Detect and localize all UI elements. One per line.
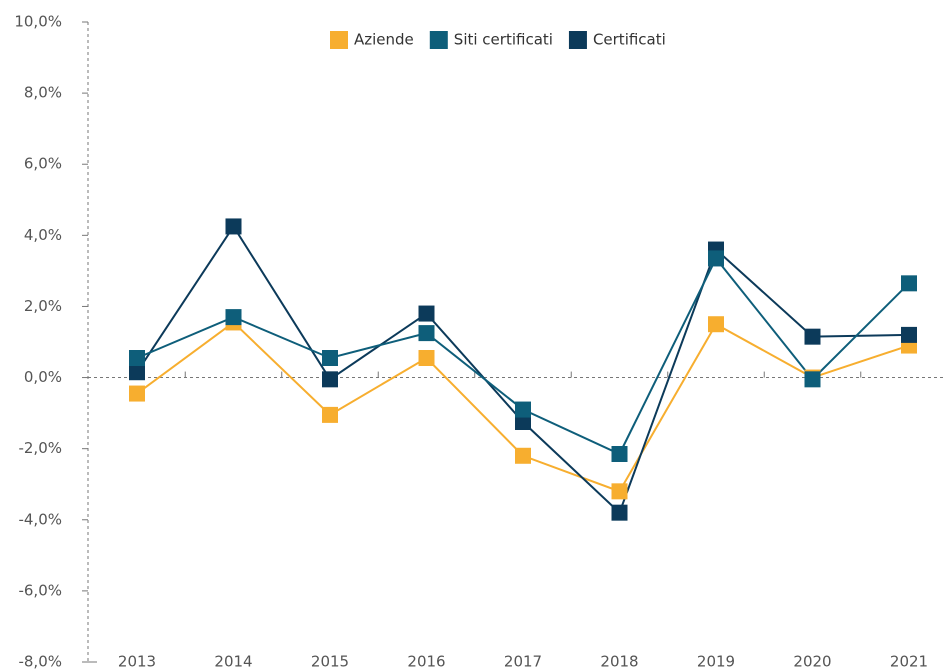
- point-marker: [225, 309, 242, 326]
- point-marker: [322, 406, 338, 423]
- x-tick-label: 2020: [793, 653, 831, 671]
- point-marker: [129, 350, 145, 366]
- point-marker: [804, 328, 821, 345]
- point-marker: [611, 446, 628, 462]
- x-tick-label: 2017: [504, 653, 542, 671]
- point-marker: [708, 250, 724, 267]
- legend-label: Siti certificati: [454, 31, 553, 49]
- point-marker: [418, 325, 435, 342]
- x-tick-label: 2021: [890, 653, 928, 671]
- point-marker: [418, 305, 435, 322]
- point-marker: [708, 316, 724, 333]
- point-marker: [129, 364, 145, 381]
- point-marker: [322, 371, 338, 388]
- x-tick-label: 2018: [600, 653, 638, 671]
- legend-label: Certificati: [593, 31, 666, 49]
- point-marker: [418, 350, 435, 366]
- point-marker: [515, 447, 531, 464]
- legend-swatch: [330, 31, 348, 49]
- series-line: [136, 224, 910, 515]
- y-tick-label: -6,0%: [18, 581, 62, 599]
- x-tick-label: 2016: [407, 653, 445, 671]
- y-tick-label: 10,0%: [14, 13, 62, 31]
- point-marker: [611, 504, 628, 521]
- y-tick-label: -8,0%: [18, 653, 62, 671]
- y-tick-label: -2,0%: [18, 439, 62, 457]
- point-marker: [515, 414, 531, 430]
- y-tick-label: 2,0%: [24, 297, 62, 315]
- point-marker: [901, 275, 917, 292]
- point-marker: [322, 350, 338, 366]
- x-tick-label: 2014: [214, 653, 252, 671]
- legend-label: Aziende: [354, 31, 414, 49]
- y-tick-label: 0,0%: [24, 368, 62, 386]
- legend-swatch: [568, 31, 587, 49]
- y-tick-label: 8,0%: [24, 84, 62, 102]
- point-marker: [129, 385, 145, 402]
- x-tick-label: 2013: [118, 653, 156, 671]
- point-marker: [515, 401, 531, 418]
- y-tick-label: -4,0%: [18, 510, 62, 528]
- point-marker: [901, 326, 917, 343]
- legend-swatch: [429, 31, 448, 49]
- point-marker: [225, 218, 242, 235]
- y-tick-label: 4,0%: [24, 226, 62, 244]
- point-marker: [611, 483, 628, 500]
- point-marker: [804, 371, 821, 388]
- legend: Aziende Siti certificati Certificati: [330, 31, 666, 49]
- y-tick-label: 6,0%: [24, 155, 62, 173]
- x-tick-label: 2019: [697, 653, 735, 671]
- x-tick-label: 2015: [311, 653, 349, 671]
